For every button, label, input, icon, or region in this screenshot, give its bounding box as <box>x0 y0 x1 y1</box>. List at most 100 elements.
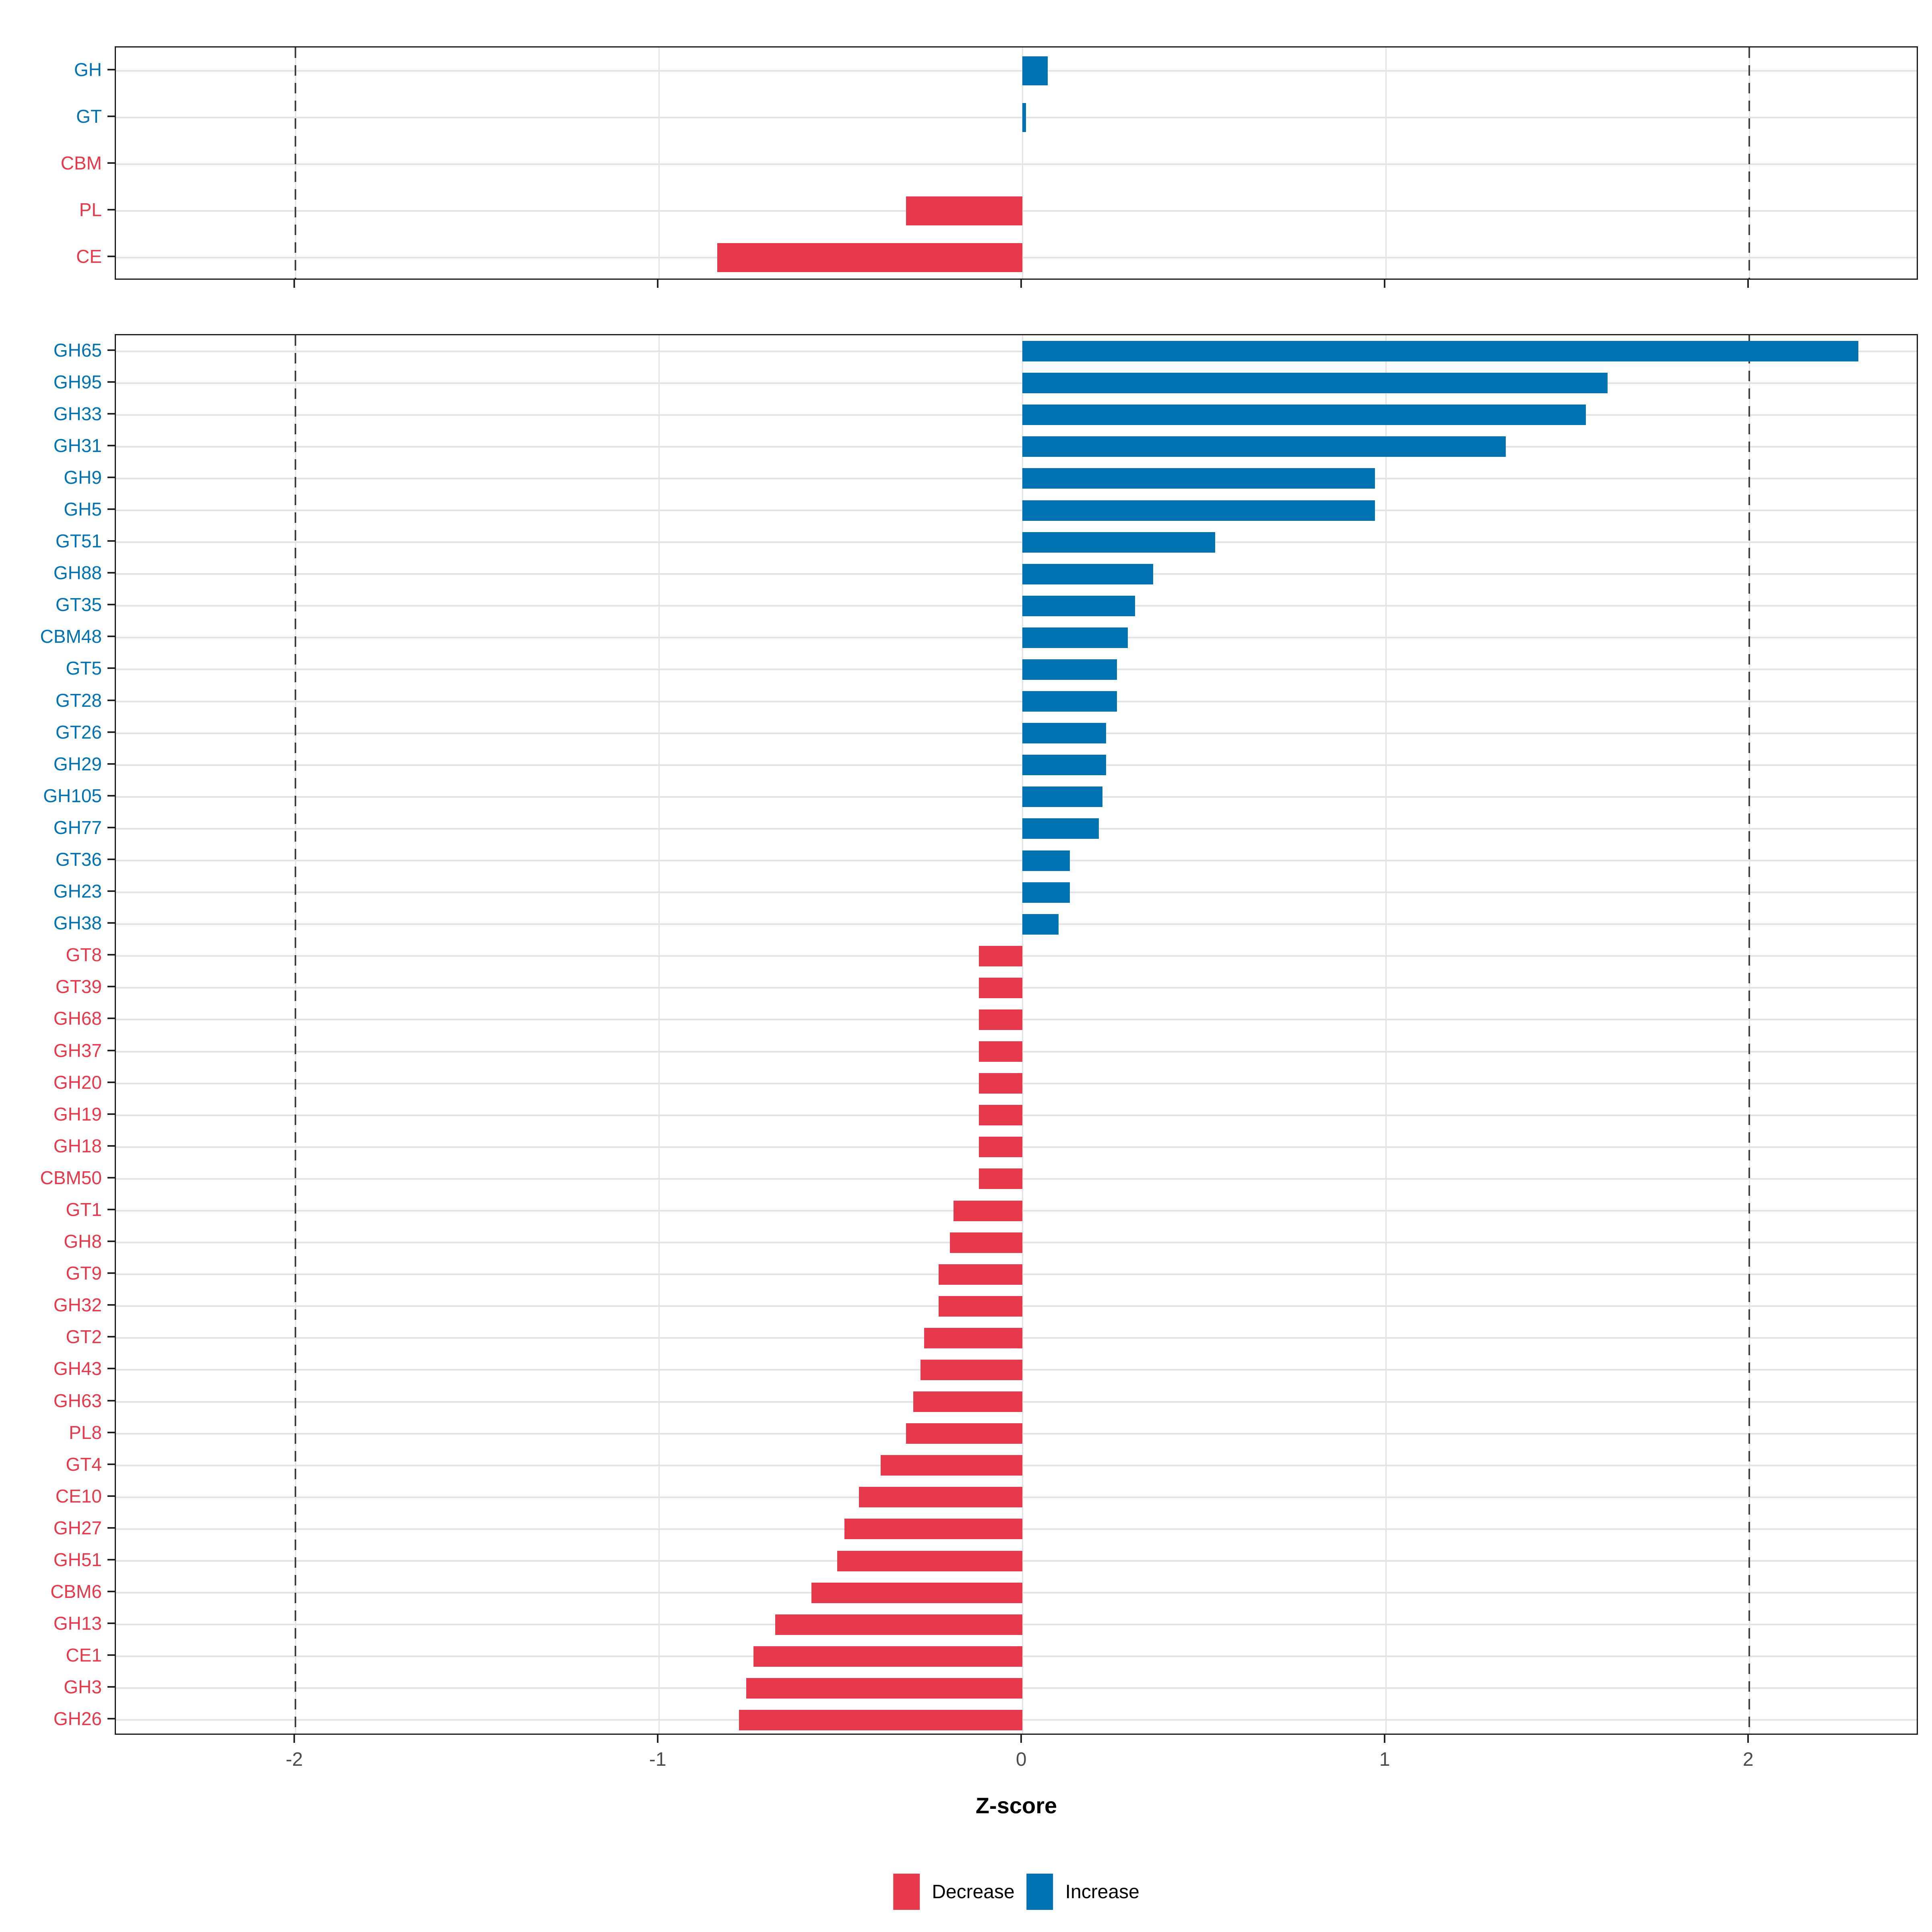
horizontal-gridline-GH <box>116 70 1917 72</box>
bar-GH27 <box>844 1519 1023 1540</box>
bar-GT1 <box>953 1200 1023 1221</box>
bar-GT <box>1022 103 1026 132</box>
vertical-gridline-x1 <box>1385 335 1387 1734</box>
xtick--2 <box>293 280 295 288</box>
horizontal-gridline-GT36 <box>116 860 1917 861</box>
ytick-GH18 <box>107 1145 115 1147</box>
ylabel-GH3: GH3 <box>64 1676 102 1698</box>
ytick-CBM50 <box>107 1177 115 1179</box>
bar-GT39 <box>978 977 1023 998</box>
bar-GH51 <box>837 1550 1023 1571</box>
xtick-2 <box>1747 280 1749 288</box>
ytick-CBM6 <box>107 1591 115 1593</box>
ytick-GH27 <box>107 1527 115 1529</box>
horizontal-gridline-GH33 <box>116 414 1917 416</box>
bar-GH32 <box>939 1296 1023 1317</box>
ytick-GH43 <box>107 1368 115 1370</box>
xtick-label-0: 0 <box>1016 1749 1027 1770</box>
bar-GH95 <box>1022 373 1608 394</box>
horizontal-gridline-GH95 <box>116 382 1917 384</box>
bar-GH88 <box>1022 564 1154 584</box>
ytick-GT8 <box>107 954 115 956</box>
bar-GH13 <box>775 1614 1023 1635</box>
ytick-CE10 <box>107 1495 115 1497</box>
ylabel-GT36: GT36 <box>55 849 102 870</box>
bar-GH5 <box>1022 500 1375 521</box>
ylabel-GH23: GH23 <box>53 881 102 902</box>
xtick-1 <box>1384 280 1386 288</box>
ylabel-GT9: GT9 <box>66 1263 102 1284</box>
ytick-PL8 <box>107 1431 115 1433</box>
xtick-2 <box>1747 1735 1749 1743</box>
ytick-GH9 <box>107 476 115 478</box>
ylabel-CE10: CE10 <box>55 1485 102 1507</box>
ylabel-GT28: GT28 <box>55 689 102 711</box>
bar-GT51 <box>1022 532 1215 553</box>
bar-GH37 <box>978 1041 1023 1062</box>
ytick-GH105 <box>107 795 115 797</box>
dashed-reference-line-x2 <box>1748 335 1750 1734</box>
ylabel-CE1: CE1 <box>66 1645 102 1666</box>
ylabel-GH37: GH37 <box>53 1040 102 1061</box>
legend-swatch-increase <box>1026 1874 1053 1910</box>
ytick-GH95 <box>107 381 115 383</box>
bar-GH31 <box>1022 436 1506 457</box>
ylabel-GH105: GH105 <box>43 785 102 806</box>
ytick-GT1 <box>107 1209 115 1210</box>
ylabel-GH51: GH51 <box>53 1549 102 1570</box>
ylabel-GT5: GT5 <box>66 658 102 679</box>
horizontal-gridline-GT <box>116 117 1917 118</box>
ylabel-GH68: GH68 <box>53 1008 102 1029</box>
xtick--1 <box>657 1735 659 1743</box>
bar-PL8 <box>906 1423 1023 1444</box>
bar-GH18 <box>978 1137 1023 1158</box>
bar-GH68 <box>978 1009 1023 1030</box>
ylabel-CBM50: CBM50 <box>40 1167 102 1188</box>
ytick-GT28 <box>107 699 115 701</box>
xtick-label-1: 1 <box>1379 1749 1390 1770</box>
ylabel-GH27: GH27 <box>53 1517 102 1538</box>
top-panel-cazyme-classes <box>115 46 1918 280</box>
ylabel-PL8: PL8 <box>69 1422 102 1443</box>
ytick-GT2 <box>107 1336 115 1338</box>
dashed-reference-line-x-2 <box>295 47 297 279</box>
ytick-GH29 <box>107 763 115 765</box>
bar-GH77 <box>1022 818 1099 839</box>
bar-CE1 <box>753 1646 1023 1667</box>
ytick-GT36 <box>107 859 115 860</box>
bar-GH65 <box>1022 341 1859 362</box>
ytick-CBM <box>107 162 115 164</box>
ylabel-PL: PL <box>79 199 102 220</box>
ylabel-GH88: GH88 <box>53 562 102 584</box>
horizontal-gridline-CBM48 <box>116 637 1917 639</box>
xtick--1 <box>657 280 659 288</box>
horizontal-gridline-GH5 <box>116 510 1917 511</box>
ylabel-GT35: GT35 <box>55 594 102 615</box>
ylabel-GT39: GT39 <box>55 976 102 997</box>
bottom-panel-cazyme-families <box>115 334 1918 1735</box>
ytick-GT9 <box>107 1272 115 1274</box>
ytick-GH31 <box>107 444 115 446</box>
ylabel-GT1: GT1 <box>66 1199 102 1220</box>
ylabel-GH31: GH31 <box>53 435 102 456</box>
ylabel-CBM48: CBM48 <box>40 626 102 647</box>
ylabel-GT: GT <box>76 106 102 127</box>
ylabel-GT51: GT51 <box>55 530 102 552</box>
bar-GH43 <box>921 1359 1023 1380</box>
xtick-1 <box>1384 1735 1386 1743</box>
ylabel-GH9: GH9 <box>64 466 102 488</box>
horizontal-gridline-GT26 <box>116 732 1917 734</box>
ytick-GT35 <box>107 604 115 606</box>
bar-GH63 <box>913 1391 1023 1412</box>
xtick-0 <box>1020 280 1022 288</box>
ytick-GT5 <box>107 667 115 669</box>
ylabel-GT4: GT4 <box>66 1453 102 1475</box>
ytick-GH33 <box>107 413 115 415</box>
ytick-GT51 <box>107 540 115 542</box>
horizontal-gridline-GH23 <box>116 892 1917 894</box>
ytick-GH88 <box>107 572 115 574</box>
horizontal-gridline-GT28 <box>116 700 1917 702</box>
bar-GH3 <box>746 1678 1023 1699</box>
ytick-GH63 <box>107 1399 115 1402</box>
horizontal-gridline-GH105 <box>116 796 1917 798</box>
